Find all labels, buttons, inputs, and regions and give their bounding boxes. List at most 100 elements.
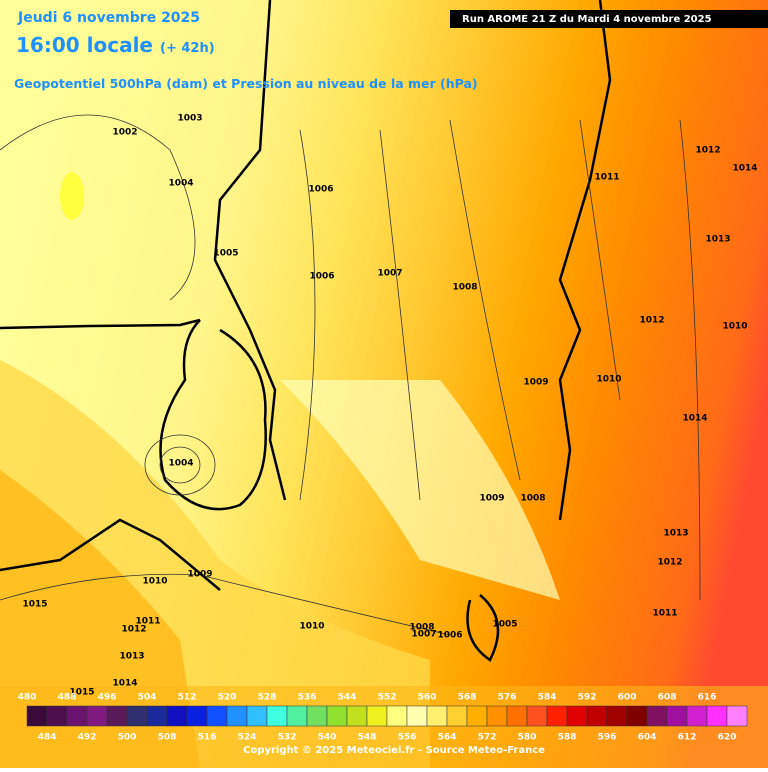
scale-swatch [546,705,568,727]
scale-swatch [386,705,408,727]
scale-swatch [46,705,68,727]
scale-label: 504 [138,693,157,703]
isobar-label: 1005 [492,620,517,630]
scale-label: 560 [418,693,437,703]
isobar-label: 1015 [22,600,47,610]
copyright: Copyright © 2025 Meteociel.fr - Source M… [243,745,545,756]
isobar-label: 1009 [187,570,212,580]
isobar-label: 1007 [411,630,436,640]
scale-label: 572 [478,733,497,743]
isobar-label: 1013 [663,529,688,539]
time: 16:00 locale [16,33,153,57]
scale-label: 524 [238,733,257,743]
scale-label: 596 [598,733,617,743]
isobars [0,114,701,636]
isobar-label: 1010 [142,577,167,587]
field-spot [60,172,84,220]
lead: (+ 42h) [160,41,215,56]
isobar-label: 1010 [596,375,621,385]
isobar-label: 1003 [177,114,202,124]
isobar-label: 1014 [732,164,757,174]
isobar-label: 1012 [121,625,146,635]
scale-label: 480 [18,693,37,703]
scale-label: 576 [498,693,517,703]
isobar-label: 1014 [112,679,137,689]
scale-swatch [286,705,308,727]
isobar-label: 1008 [452,283,477,293]
scale-swatch [626,705,648,727]
scale-label: 528 [258,693,277,703]
scale-swatch [166,705,188,727]
isobar-label: 1006 [309,272,334,282]
scale-label: 580 [518,733,537,743]
isobar-label: 1006 [308,185,333,195]
isobar-label: 1013 [705,235,730,245]
scale-label: 548 [358,733,377,743]
scale-label: 588 [558,733,577,743]
scale-swatch [146,705,168,727]
scale-swatch [426,705,448,727]
scale-swatch [406,705,428,727]
isobar-label: 1005 [213,249,238,259]
isobar-label: 1004 [168,179,193,189]
scale-swatch [306,705,328,727]
scale-backdrop [0,686,768,768]
scale-label: 536 [298,693,317,703]
scale-swatch [606,705,628,727]
isobar-label: 1008 [520,494,545,504]
scale-label: 556 [398,733,417,743]
isobar-label: 1010 [722,322,747,332]
isobar-label: 1006 [437,631,462,641]
scale-swatch [266,705,288,727]
scale-label: 612 [678,733,697,743]
scale-label: 620 [718,733,737,743]
isobar-label: 1012 [657,558,682,568]
scale-label: 512 [178,693,197,703]
scale-swatch [446,705,468,727]
scale-label: 584 [538,693,557,703]
scale-swatch [566,705,588,727]
isobar-label: 1010 [299,622,324,632]
subtitle: Geopotentiel 500hPa (dam) et Pression au… [14,76,478,91]
scale-swatch [506,705,528,727]
scale-label: 508 [158,733,177,743]
isobar-label: 1008 [409,623,434,633]
scale-swatch [726,705,748,727]
scale-label: 492 [78,733,97,743]
isobar-label: 1012 [695,146,720,156]
isobar-label: 1013 [119,652,144,662]
field-band [280,380,560,600]
run-info: Run AROME 21 Z du Mardi 4 novembre 2025 [462,14,712,25]
scale-swatch [666,705,688,727]
isobar-label: 1014 [682,414,707,424]
scale-swatch [526,705,548,727]
scale-label: 516 [198,733,217,743]
scale-swatch [66,705,88,727]
scale-label: 616 [698,693,717,703]
scale-swatch [466,705,488,727]
coastlines [0,0,612,662]
isobar-label: 1009 [523,378,548,388]
scale-label: 592 [578,693,597,703]
isobar-label: 1007 [377,269,402,279]
scale-swatch [346,705,368,727]
scale-swatch [206,705,228,727]
scale-label: 568 [458,693,477,703]
scale-swatch [326,705,348,727]
scale-swatch [26,705,48,727]
isobar-label: 1011 [594,173,619,183]
scale-swatch [686,705,708,727]
scale-swatch [646,705,668,727]
scale-label: 496 [98,693,117,703]
isobar-label: 1002 [112,128,137,138]
isobar-label: 1009 [479,494,504,504]
scale-swatch [366,705,388,727]
scale-label: 544 [338,693,357,703]
isobar-label: 1012 [639,316,664,326]
isobar-label: 1004 [168,459,193,469]
scale-swatch [486,705,508,727]
scale-swatch [586,705,608,727]
scale-swatch [706,705,728,727]
scale-label: 500 [118,733,137,743]
